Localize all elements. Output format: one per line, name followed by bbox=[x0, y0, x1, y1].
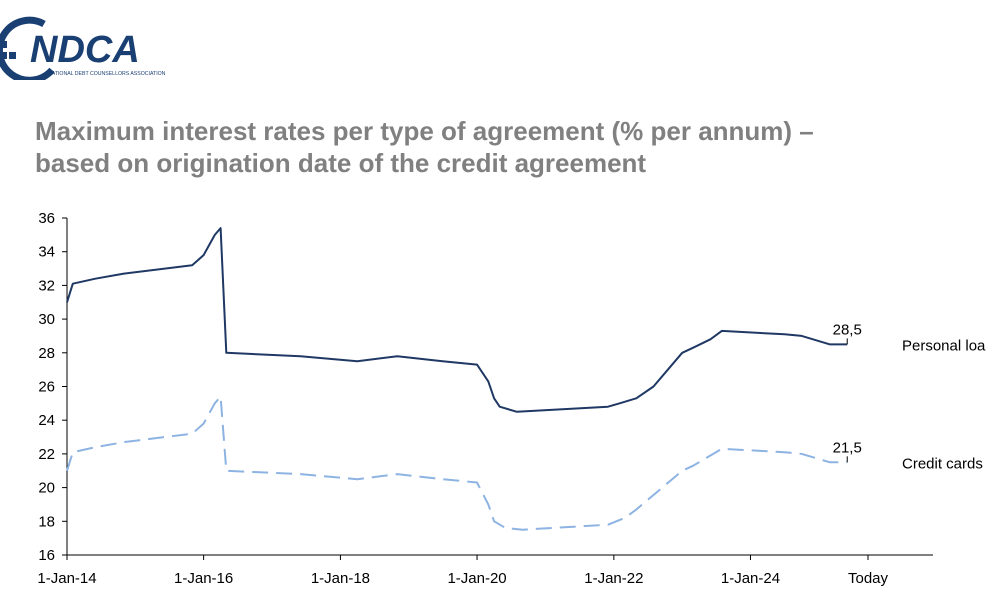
logo-dot bbox=[0, 41, 7, 48]
y-tick-label: 18 bbox=[38, 513, 55, 530]
x-tick-label: 1-Jan-24 bbox=[721, 570, 780, 587]
y-tick-label: 26 bbox=[38, 379, 55, 396]
y-tick-label: 30 bbox=[38, 311, 55, 328]
x-tick-label: 1-Jan-20 bbox=[447, 570, 506, 587]
x-tick-label: 1-Jan-18 bbox=[311, 570, 370, 587]
series-label: Credit cards bbox=[902, 455, 983, 472]
series-label: Personal loa bbox=[902, 337, 986, 354]
series-line bbox=[66, 227, 848, 413]
x-tick-label: 1-Jan-22 bbox=[584, 570, 643, 587]
y-tick-label: 20 bbox=[38, 480, 55, 497]
line-chart: 16 18 20 22 24 26 28 30 32 34 36 1-Jan-14 1-Jan-16 1-… bbox=[37, 210, 986, 587]
y-tick-label: 34 bbox=[38, 244, 55, 261]
y-tick-label: 36 bbox=[38, 210, 55, 227]
y-tick-label: 16 bbox=[38, 547, 55, 564]
y-tick-label: 32 bbox=[38, 277, 55, 294]
logo-arc bbox=[0, 16, 55, 84]
y-tick-label: 24 bbox=[38, 412, 55, 429]
x-tick-label: 1-Jan-16 bbox=[174, 570, 233, 587]
logo-tagline: NATIONAL DEBT COUNSELLORS ASSOCIATION bbox=[48, 71, 166, 77]
y-tick-label: 22 bbox=[38, 446, 55, 463]
end-value-label: 28,5 bbox=[833, 321, 862, 338]
chart-title-line-1: Maximum interest rates per type of agree… bbox=[35, 116, 814, 146]
logo-wordmark: NDCA bbox=[30, 29, 140, 71]
chart-title-line-2: based on origination date of the credit … bbox=[35, 148, 647, 178]
y-tick-label: 28 bbox=[38, 345, 55, 362]
ndca-logo-graphic: NDCA NATIONAL DEBT COUNSELLORS ASSOCIATI… bbox=[0, 16, 166, 84]
chart-title: Maximum interest rates per type of agree… bbox=[35, 115, 965, 179]
logo-dot bbox=[9, 52, 16, 59]
x-tick-label: 1-Jan-14 bbox=[37, 570, 96, 587]
logo-dot bbox=[0, 52, 7, 59]
end-value-label: 21,5 bbox=[833, 439, 862, 456]
series-line bbox=[66, 395, 848, 531]
x-tick-label: Today bbox=[848, 570, 889, 587]
ndca-logo: NDCA NATIONAL DEBT COUNSELLORS ASSOCIATI… bbox=[0, 4, 175, 84]
